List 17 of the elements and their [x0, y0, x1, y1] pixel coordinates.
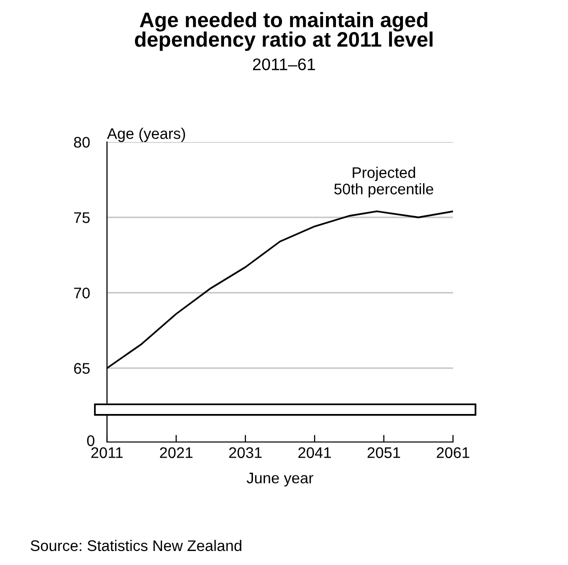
x-tick-label: 2041	[298, 447, 331, 458]
chart-title: Age needed to maintain aged dependency ratio at 2011 level	[134, 12, 432, 51]
x-tick-label: 2021	[160, 447, 192, 458]
y-axis-title: Age (years)	[107, 128, 186, 142]
x-tick-label: 2051	[368, 447, 400, 458]
y-tick-label: 75	[74, 212, 90, 224]
source-note: Source: Statistics New Zealand	[30, 540, 242, 552]
text: 0	[87, 435, 94, 446]
x-axis-title: June year	[246, 472, 314, 486]
annotation: Projected 50th percentile	[334, 166, 434, 198]
y-tick-label: 70	[74, 288, 90, 298]
y-tick-label: 80	[74, 136, 90, 148]
x-tick-label: 2031	[229, 447, 262, 458]
x-tick-label: 2011	[91, 447, 123, 458]
chart-subtitle: 2011–61	[253, 58, 316, 70]
y-tick-label: 65	[74, 363, 90, 374]
x-tick-label: 2061	[436, 447, 470, 458]
